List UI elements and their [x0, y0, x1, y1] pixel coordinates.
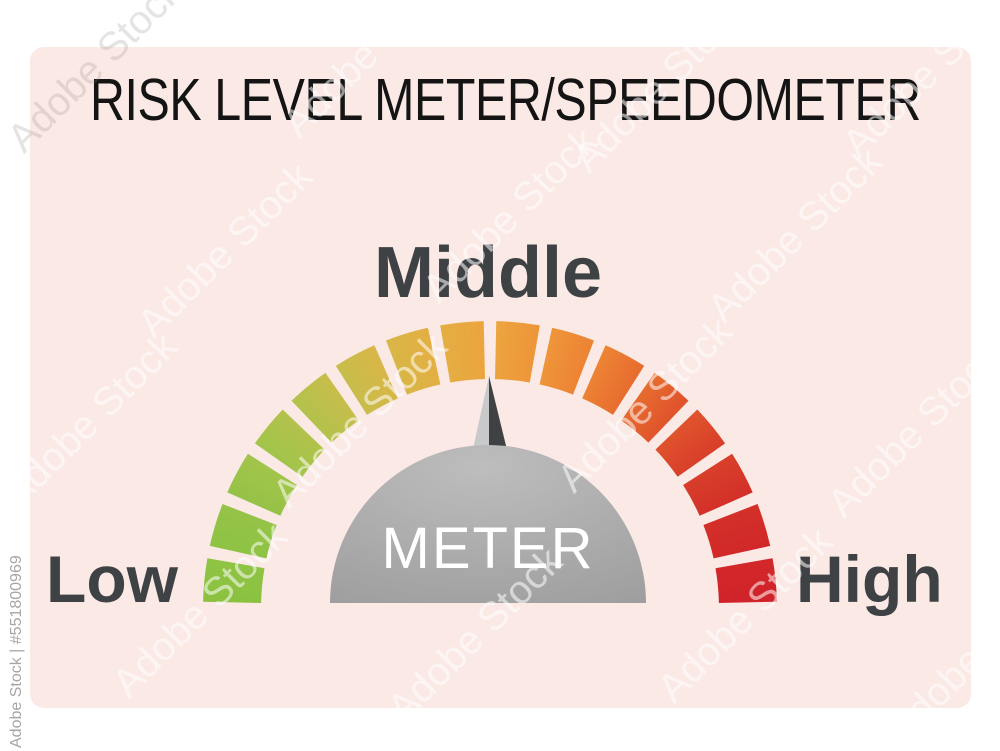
needle-left-face: [471, 376, 489, 458]
gauge-segment: [655, 409, 726, 477]
gauge-segment: [495, 321, 540, 383]
meter-dome: [330, 445, 646, 603]
gauge-segment: [254, 409, 325, 477]
stock-credit-watermark: Adobe Stock | #551800969: [8, 555, 25, 748]
gauge-segment: [203, 558, 265, 603]
gauge-arc: [203, 321, 777, 603]
gauge-label-high: High: [796, 542, 943, 616]
gauge-segment: [386, 327, 441, 395]
gauge-label-low: Low: [46, 542, 178, 616]
gauge-segment: [209, 504, 277, 559]
gauge-segment: [683, 453, 753, 516]
gauge-segment: [440, 321, 485, 383]
gauge-segment: [335, 345, 398, 415]
page-title: RISK LEVEL METER/SPEEDOMETER: [90, 67, 921, 133]
gauge-segment: [539, 327, 594, 395]
gauge-segment: [703, 504, 771, 559]
gauge-segment: [291, 372, 359, 443]
needle-right-face: [489, 376, 509, 458]
gauge-segment: [227, 453, 297, 516]
gauge-segment: [715, 558, 777, 603]
meter-dome-label: METER: [382, 516, 595, 581]
gauge-needle: [471, 376, 509, 458]
gauge-segment: [621, 372, 689, 443]
gauge-segment: [582, 345, 645, 415]
gauge-label-middle: Middle: [374, 233, 602, 313]
